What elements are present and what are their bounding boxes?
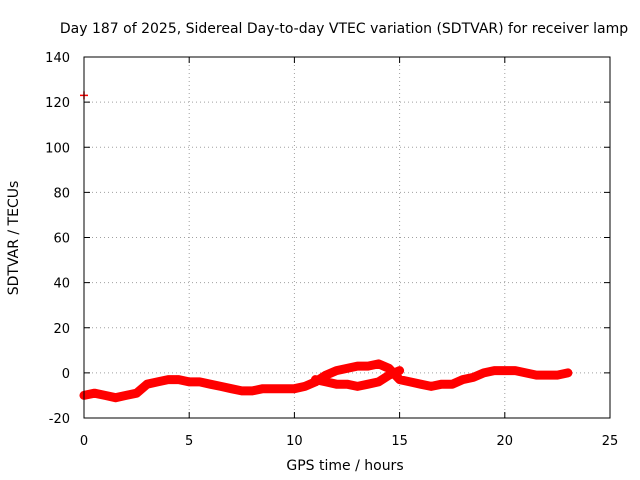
data-point [290,384,299,393]
x-tick-label: 25 [602,434,619,449]
data-point [216,382,225,391]
x-tick-label: 10 [286,434,303,449]
data-point [395,375,404,384]
data-point [332,366,341,375]
y-tick-label: 100 [45,141,70,156]
y-tick-label: 80 [53,186,70,201]
y-tick-label: 120 [45,96,70,111]
data-point [364,362,373,371]
series-0 [79,359,573,403]
series-1 [310,366,405,391]
x-tick-label: 15 [391,434,408,449]
plot-frame [83,56,611,419]
data-point [185,377,194,386]
grid-lines [84,57,610,418]
data-point [553,371,562,380]
data-point [479,368,488,377]
data-point [174,375,183,384]
y-tick-label: 40 [53,277,70,292]
data-points [79,91,573,403]
data-point [437,380,446,389]
x-tick-label: 0 [80,434,88,449]
y-tick-label: 60 [53,232,70,247]
x-axis-label: GPS time / hours [286,458,403,474]
data-point [427,382,436,391]
data-point [490,366,499,375]
data-point [237,386,246,395]
y-axis-label: SDTVAR / TECUs [6,181,22,296]
data-point [143,380,152,389]
data-point [101,391,110,400]
data-point [521,368,530,377]
data-point [374,377,383,386]
y-tick-label: 20 [53,322,70,337]
x-axis-ticks: 0 5 10 15 20 25 [80,57,618,449]
data-point [416,380,425,389]
data-point [153,377,162,386]
y-tick-label: 0 [62,367,70,382]
chart-title: Day 187 of 2025, Sidereal Day-to-day VTE… [60,21,628,37]
x-tick-label: 20 [497,434,514,449]
data-point [469,373,478,382]
data-point [532,371,541,380]
y-tick-label: 140 [45,51,70,66]
data-point [227,384,236,393]
data-point [279,384,288,393]
data-point [353,362,362,371]
data-point [258,384,267,393]
data-point [164,375,173,384]
data-point [374,359,383,368]
data-point [269,384,278,393]
data-point [132,389,141,398]
data-point [206,380,215,389]
data-point [353,382,362,391]
data-point [448,380,457,389]
data-point [300,382,309,391]
data-point [195,377,204,386]
data-point [500,366,509,375]
data-point [563,368,572,377]
y-axis-ticks: -20 0 20 40 60 80 100 120 140 [45,51,610,427]
data-point [458,375,467,384]
data-point [248,386,257,395]
data-point [385,371,394,380]
data-point [343,364,351,373]
data-point [542,371,551,380]
data-point [406,377,415,386]
data-point [395,366,404,375]
y-tick-label: -20 [49,412,70,427]
data-point [343,380,351,389]
data-point [111,393,120,402]
data-point [332,380,341,389]
data-point [122,391,131,400]
data-point [364,380,373,389]
data-point [311,375,320,384]
x-tick-label: 5 [185,434,193,449]
data-point [321,377,330,386]
data-point [90,389,99,398]
data-point [511,366,520,375]
